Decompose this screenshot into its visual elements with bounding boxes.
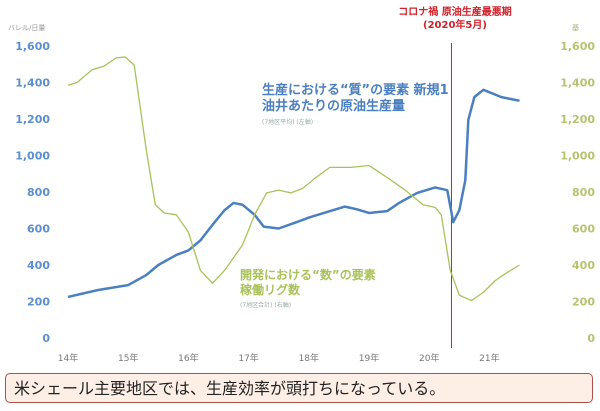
covid-annotation-title: コロナ禍 原油生産最悪期 (398, 7, 512, 18)
right-y-tick-label: 800 (572, 186, 595, 199)
covid-annotation-subtitle: (2020年5月) (423, 20, 487, 31)
blue-series-name: 生産における“質”の要素 新規1油井あたりの原油生産量 (262, 83, 449, 114)
right-y-tick-label: 600 (572, 223, 595, 236)
x-tick-label: 20年 (419, 352, 439, 364)
left-y-tick-label: 1,200 (15, 113, 50, 126)
left-y-tick-label: 1,600 (15, 40, 50, 53)
left-y-tick-label: 1,000 (15, 150, 50, 163)
left-y-tick-label: 600 (27, 223, 50, 236)
right-y-tick-label: 400 (572, 259, 595, 272)
right-y-tick-label: 200 (572, 296, 595, 309)
x-tick-label: 14年 (58, 352, 78, 364)
green-series-caption: (7地区合計) (右軸) (240, 302, 292, 309)
x-tick-label: 19年 (359, 352, 379, 364)
x-tick-label: 16年 (178, 352, 198, 364)
left-axis-unit: バレル/日量 (8, 24, 45, 32)
left-y-tick-label: 200 (27, 296, 50, 309)
blue-series-label: 生産における“質”の要素 新規1油井あたりの原油生産量 (7地区平均) (左軸) (262, 83, 452, 131)
covid-annotation: コロナ禍 原油生産最悪期 (2020年5月) (370, 6, 540, 32)
right-y-tick-label: 1,600 (560, 40, 595, 53)
right-y-tick-label: 1,400 (560, 77, 595, 90)
blue-series-caption: (7地区平均) (左軸) (262, 119, 314, 126)
left-y-tick-label: 1,400 (15, 77, 50, 90)
x-tick-label: 18年 (299, 352, 319, 364)
caption-box: 米シェール主要地区では、生産効率が頭打ちになっている。 (5, 373, 593, 403)
right-axis-unit: 基 (572, 23, 579, 32)
x-tick-label: 21年 (479, 352, 499, 364)
x-tick-label: 17年 (238, 352, 258, 364)
right-y-tick-label: 0 (587, 332, 595, 345)
x-tick-label: 15年 (118, 352, 138, 364)
green-series-label: 開発における“数”の要素 稼働リグ数 (7地区合計) (右軸) (240, 268, 385, 313)
green-series-name: 開発における“数”の要素 稼働リグ数 (240, 268, 376, 297)
production-per-well-line (67, 88, 520, 299)
left-y-tick-label: 800 (27, 186, 50, 199)
left-y-tick-label: 0 (42, 332, 50, 345)
right-y-tick-label: 1,200 (560, 113, 595, 126)
left-y-tick-label: 400 (27, 259, 50, 272)
right-y-tick-label: 1,000 (560, 150, 595, 163)
